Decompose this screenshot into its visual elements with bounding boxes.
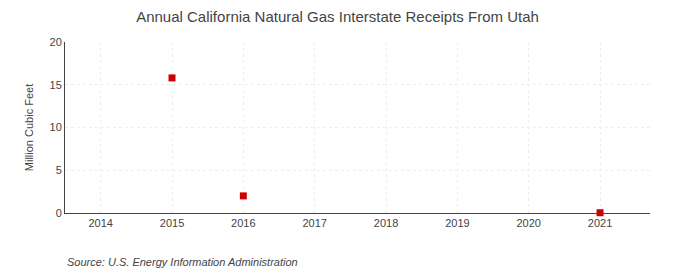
svg-text:2014: 2014 — [88, 217, 112, 229]
svg-text:Source: U.S. Energy Informatio: Source: U.S. Energy Information Administ… — [67, 256, 298, 268]
svg-text:Million Cubic Feet: Million Cubic Feet — [23, 84, 35, 171]
svg-text:Annual California Natural Gas: Annual California Natural Gas Interstate… — [136, 8, 539, 25]
svg-text:2015: 2015 — [160, 217, 184, 229]
svg-text:20: 20 — [50, 36, 62, 48]
svg-text:10: 10 — [50, 121, 62, 133]
svg-text:2021: 2021 — [588, 217, 612, 229]
svg-text:2017: 2017 — [302, 217, 326, 229]
svg-text:0: 0 — [56, 207, 62, 219]
svg-text:2018: 2018 — [374, 217, 398, 229]
svg-text:5: 5 — [56, 164, 62, 176]
svg-text:2019: 2019 — [445, 217, 469, 229]
svg-text:2020: 2020 — [516, 217, 540, 229]
svg-text:15: 15 — [50, 79, 62, 91]
svg-text:2016: 2016 — [231, 217, 255, 229]
